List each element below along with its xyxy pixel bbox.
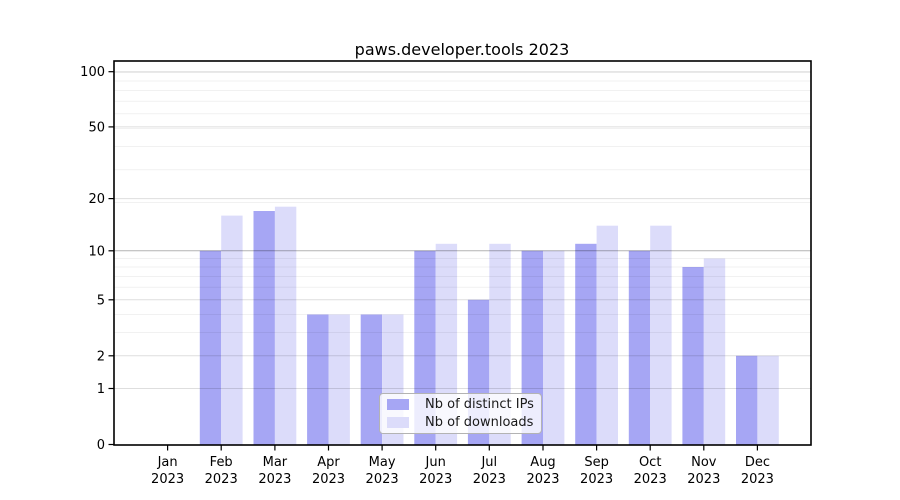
- x-tick-label-month: Feb: [210, 455, 233, 470]
- x-tick-label-month: Dec: [745, 455, 770, 470]
- x-tick-label-month: Mar: [263, 455, 288, 470]
- bar-sep-s0: [575, 243, 597, 445]
- y-tick-label: 5: [97, 293, 105, 308]
- x-tick-label-year: 2023: [205, 472, 238, 487]
- bar-mar-s1: [274, 206, 297, 445]
- bar-dec-s0: [736, 355, 758, 445]
- legend-label-distinct-ips: Nb of distinct IPs: [425, 397, 534, 413]
- x-tick-label-year: 2023: [419, 472, 452, 487]
- legend-label-downloads: Nb of downloads: [425, 414, 534, 430]
- bar-oct-s1: [650, 225, 672, 445]
- y-tick-label: 0: [97, 438, 105, 453]
- bar-sep-s1: [596, 225, 618, 445]
- bar-aug-s1: [543, 250, 565, 445]
- bar-mar-s0: [253, 211, 275, 445]
- x-tick-label-year: 2023: [473, 472, 506, 487]
- x-tick-label-month: Apr: [317, 455, 340, 470]
- x-tick-label-month: May: [369, 455, 396, 470]
- y-tick-label: 10: [88, 244, 105, 259]
- x-tick-label-month: Jul: [480, 455, 497, 470]
- x-tick-label-year: 2023: [151, 472, 184, 487]
- legend-swatch-downloads: [387, 416, 409, 428]
- bar-feb-s1: [221, 215, 243, 445]
- x-tick-label-month: Aug: [530, 455, 555, 470]
- x-tick-label-year: 2023: [312, 472, 345, 487]
- x-tick-label-month: Nov: [691, 455, 717, 470]
- grid-layer: [114, 71, 811, 389]
- bar-apr-s1: [328, 314, 350, 445]
- x-tick-label-month: Jan: [157, 455, 178, 470]
- axes-layer: 0 1 2 5 10 20 50 100 Jan 2023 Feb 2023 Mar 2023 Apr 202…: [80, 60, 812, 487]
- bar-oct-s0: [628, 250, 651, 445]
- bar-nov-s1: [703, 258, 726, 445]
- bar-feb-s0: [199, 250, 222, 445]
- bar-apr-s0: [307, 314, 329, 445]
- x-tick-label-year: 2023: [634, 472, 667, 487]
- x-tick-label-year: 2023: [258, 472, 291, 487]
- bar-dec-s1: [757, 355, 779, 445]
- chart-legend: Nb of distinct IPs Nb of downloads: [379, 393, 542, 434]
- bar-may-s0: [360, 314, 383, 445]
- y-tick-label: 1: [97, 382, 105, 397]
- y-tick-label: 20: [88, 192, 105, 207]
- bar-nov-s0: [682, 267, 704, 445]
- chart-title: paws.developer.tools 2023: [355, 40, 570, 59]
- x-tick-label-year: 2023: [366, 472, 399, 487]
- x-tick-label-month: Jun: [425, 455, 446, 470]
- x-tick-label-year: 2023: [580, 472, 613, 487]
- plot-frame: [113, 60, 812, 446]
- legend-swatch-distinct-ips: [387, 399, 409, 411]
- x-tick-label-month: Oct: [639, 455, 661, 470]
- y-tick-label: 100: [80, 65, 105, 80]
- y-tick-label: 2: [97, 349, 105, 364]
- x-tick-label-year: 2023: [526, 472, 559, 487]
- x-tick-label-year: 2023: [741, 472, 774, 487]
- x-tick-label-year: 2023: [687, 472, 720, 487]
- y-tick-label: 50: [88, 120, 105, 135]
- legend-item-distinct-ips: Nb of distinct IPs: [380, 397, 541, 412]
- legend-item-downloads: Nb of downloads: [380, 415, 541, 430]
- x-tick-label-month: Sep: [584, 455, 609, 470]
